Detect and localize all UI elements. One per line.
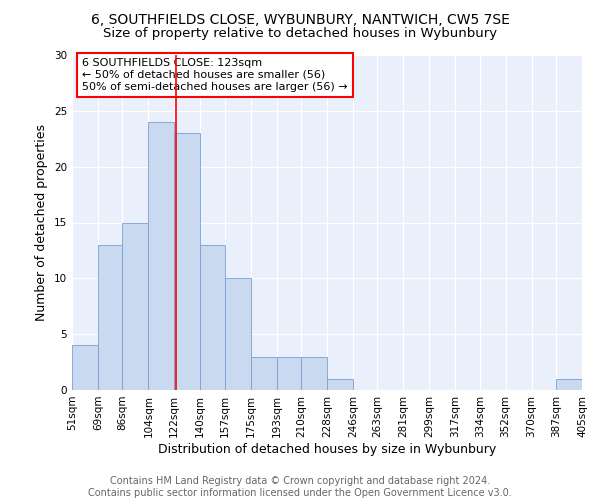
Y-axis label: Number of detached properties: Number of detached properties: [35, 124, 49, 321]
Bar: [200, 245, 225, 390]
X-axis label: Distribution of detached houses by size in Wybunbury: Distribution of detached houses by size …: [158, 442, 496, 456]
Bar: [225, 278, 251, 390]
Bar: [277, 356, 301, 390]
Text: 6 SOUTHFIELDS CLOSE: 123sqm
← 50% of detached houses are smaller (56)
50% of sem: 6 SOUTHFIELDS CLOSE: 123sqm ← 50% of det…: [82, 58, 348, 92]
Bar: [122, 222, 148, 390]
Bar: [148, 122, 174, 390]
Bar: [174, 133, 200, 390]
Text: Size of property relative to detached houses in Wybunbury: Size of property relative to detached ho…: [103, 28, 497, 40]
Text: Contains HM Land Registry data © Crown copyright and database right 2024.
Contai: Contains HM Land Registry data © Crown c…: [88, 476, 512, 498]
Bar: [72, 346, 98, 390]
Bar: [98, 245, 122, 390]
Bar: [556, 379, 582, 390]
Bar: [327, 379, 353, 390]
Text: 6, SOUTHFIELDS CLOSE, WYBUNBURY, NANTWICH, CW5 7SE: 6, SOUTHFIELDS CLOSE, WYBUNBURY, NANTWIC…: [91, 12, 509, 26]
Bar: [301, 356, 327, 390]
Bar: [251, 356, 277, 390]
